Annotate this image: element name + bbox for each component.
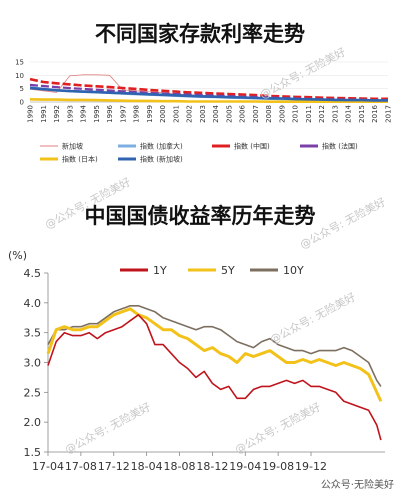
y-tick-label: 5 (20, 85, 24, 93)
series-line-3 (29, 77, 388, 101)
x-tick-label: 2005 (225, 105, 233, 123)
x-tick-label: 17-08 (65, 460, 97, 473)
series-line-5 (29, 98, 388, 103)
legend-label: 指数 (加拿大) (140, 142, 183, 151)
y-tick-label: 4.5 (24, 267, 42, 280)
x-tick-label: 1991 (40, 105, 48, 123)
y-tick-label: 2.0 (24, 416, 42, 429)
x-tick-label: 2008 (265, 105, 273, 123)
x-tick-label: 19-08 (262, 460, 294, 473)
series-line-1y (47, 314, 382, 441)
y-tick-label: 1.5 (24, 446, 42, 459)
x-tick-label: 18-12 (196, 460, 228, 473)
y-tick-label: 3.5 (24, 327, 42, 340)
y-tick-label: 15 (15, 59, 24, 67)
x-tick-label: 1999 (146, 105, 154, 123)
legend-label: 指数 (中国) (234, 142, 270, 151)
x-tick-label: 1990 (27, 105, 35, 123)
x-tick-label: 1998 (133, 105, 141, 123)
x-tick-label: 2002 (186, 105, 194, 123)
x-tick-label: 19-04 (229, 460, 261, 473)
x-tick-label: 1995 (93, 105, 101, 123)
legend-label: 指数 (法国) (322, 142, 358, 151)
x-tick-label: 2015 (358, 105, 366, 123)
x-tick-label: 1996 (106, 104, 114, 122)
bottom-chart-title: 中国国债收益率历年走势 (84, 204, 316, 228)
x-tick-label: 2009 (278, 105, 286, 123)
x-tick-label: 2011 (305, 105, 313, 123)
x-tick-label: 2007 (252, 105, 260, 123)
x-tick-label: 17-12 (98, 460, 130, 473)
top-chart-title: 不同国家存款利率走势 (95, 22, 305, 46)
x-tick-label: 2014 (345, 104, 353, 122)
x-tick-label: 1997 (119, 105, 127, 123)
x-tick-label: 2003 (199, 105, 207, 123)
y-tick-label: 2.5 (24, 386, 42, 399)
series-line-10y (47, 305, 382, 387)
series-line-6 (29, 86, 388, 102)
y-tick-label: 10 (15, 72, 24, 80)
x-tick-label: 18-08 (164, 460, 196, 473)
footer-watermark: 公众号·无险美好 (320, 480, 394, 491)
legend-label: 新加坡 (62, 142, 83, 151)
legend-label: 10Y (283, 264, 304, 277)
x-tick-label: 2010 (292, 105, 300, 123)
x-tick-label: 2006 (239, 104, 247, 122)
x-tick-label: 1994 (80, 104, 88, 122)
x-tick-label: 2001 (172, 105, 180, 123)
x-tick-label: 2000 (159, 105, 167, 123)
x-tick-label: 2004 (212, 104, 220, 122)
y-tick-label: 0 (20, 99, 24, 107)
x-tick-label: 19-12 (295, 460, 327, 473)
y-tick-label: 4.0 (24, 297, 42, 310)
x-tick-label: 18-04 (131, 460, 163, 473)
x-tick-label: 1993 (66, 105, 74, 123)
x-tick-label: 2013 (331, 105, 339, 123)
legend-label: 指数 (新加坡) (140, 155, 183, 164)
legend-label: 指数 (日本) (62, 155, 98, 164)
y-axis-unit: (%) (8, 249, 27, 262)
x-tick-label: 1992 (53, 105, 61, 123)
legend-label: 1Y (153, 264, 167, 277)
x-tick-label: 2017 (385, 105, 393, 123)
series-line-5y (46, 307, 383, 402)
x-tick-label: 2016 (371, 104, 379, 122)
deposit-rate-chart: 0 5 10 15 1990 1991 1992 1993 1994 1995 1996 1997 19… (15, 59, 393, 164)
x-tick-label: 17-04 (32, 460, 64, 473)
legend-label: 5Y (221, 264, 235, 277)
y-tick-label: 3.0 (24, 357, 42, 370)
x-tick-label: 2012 (318, 105, 326, 123)
